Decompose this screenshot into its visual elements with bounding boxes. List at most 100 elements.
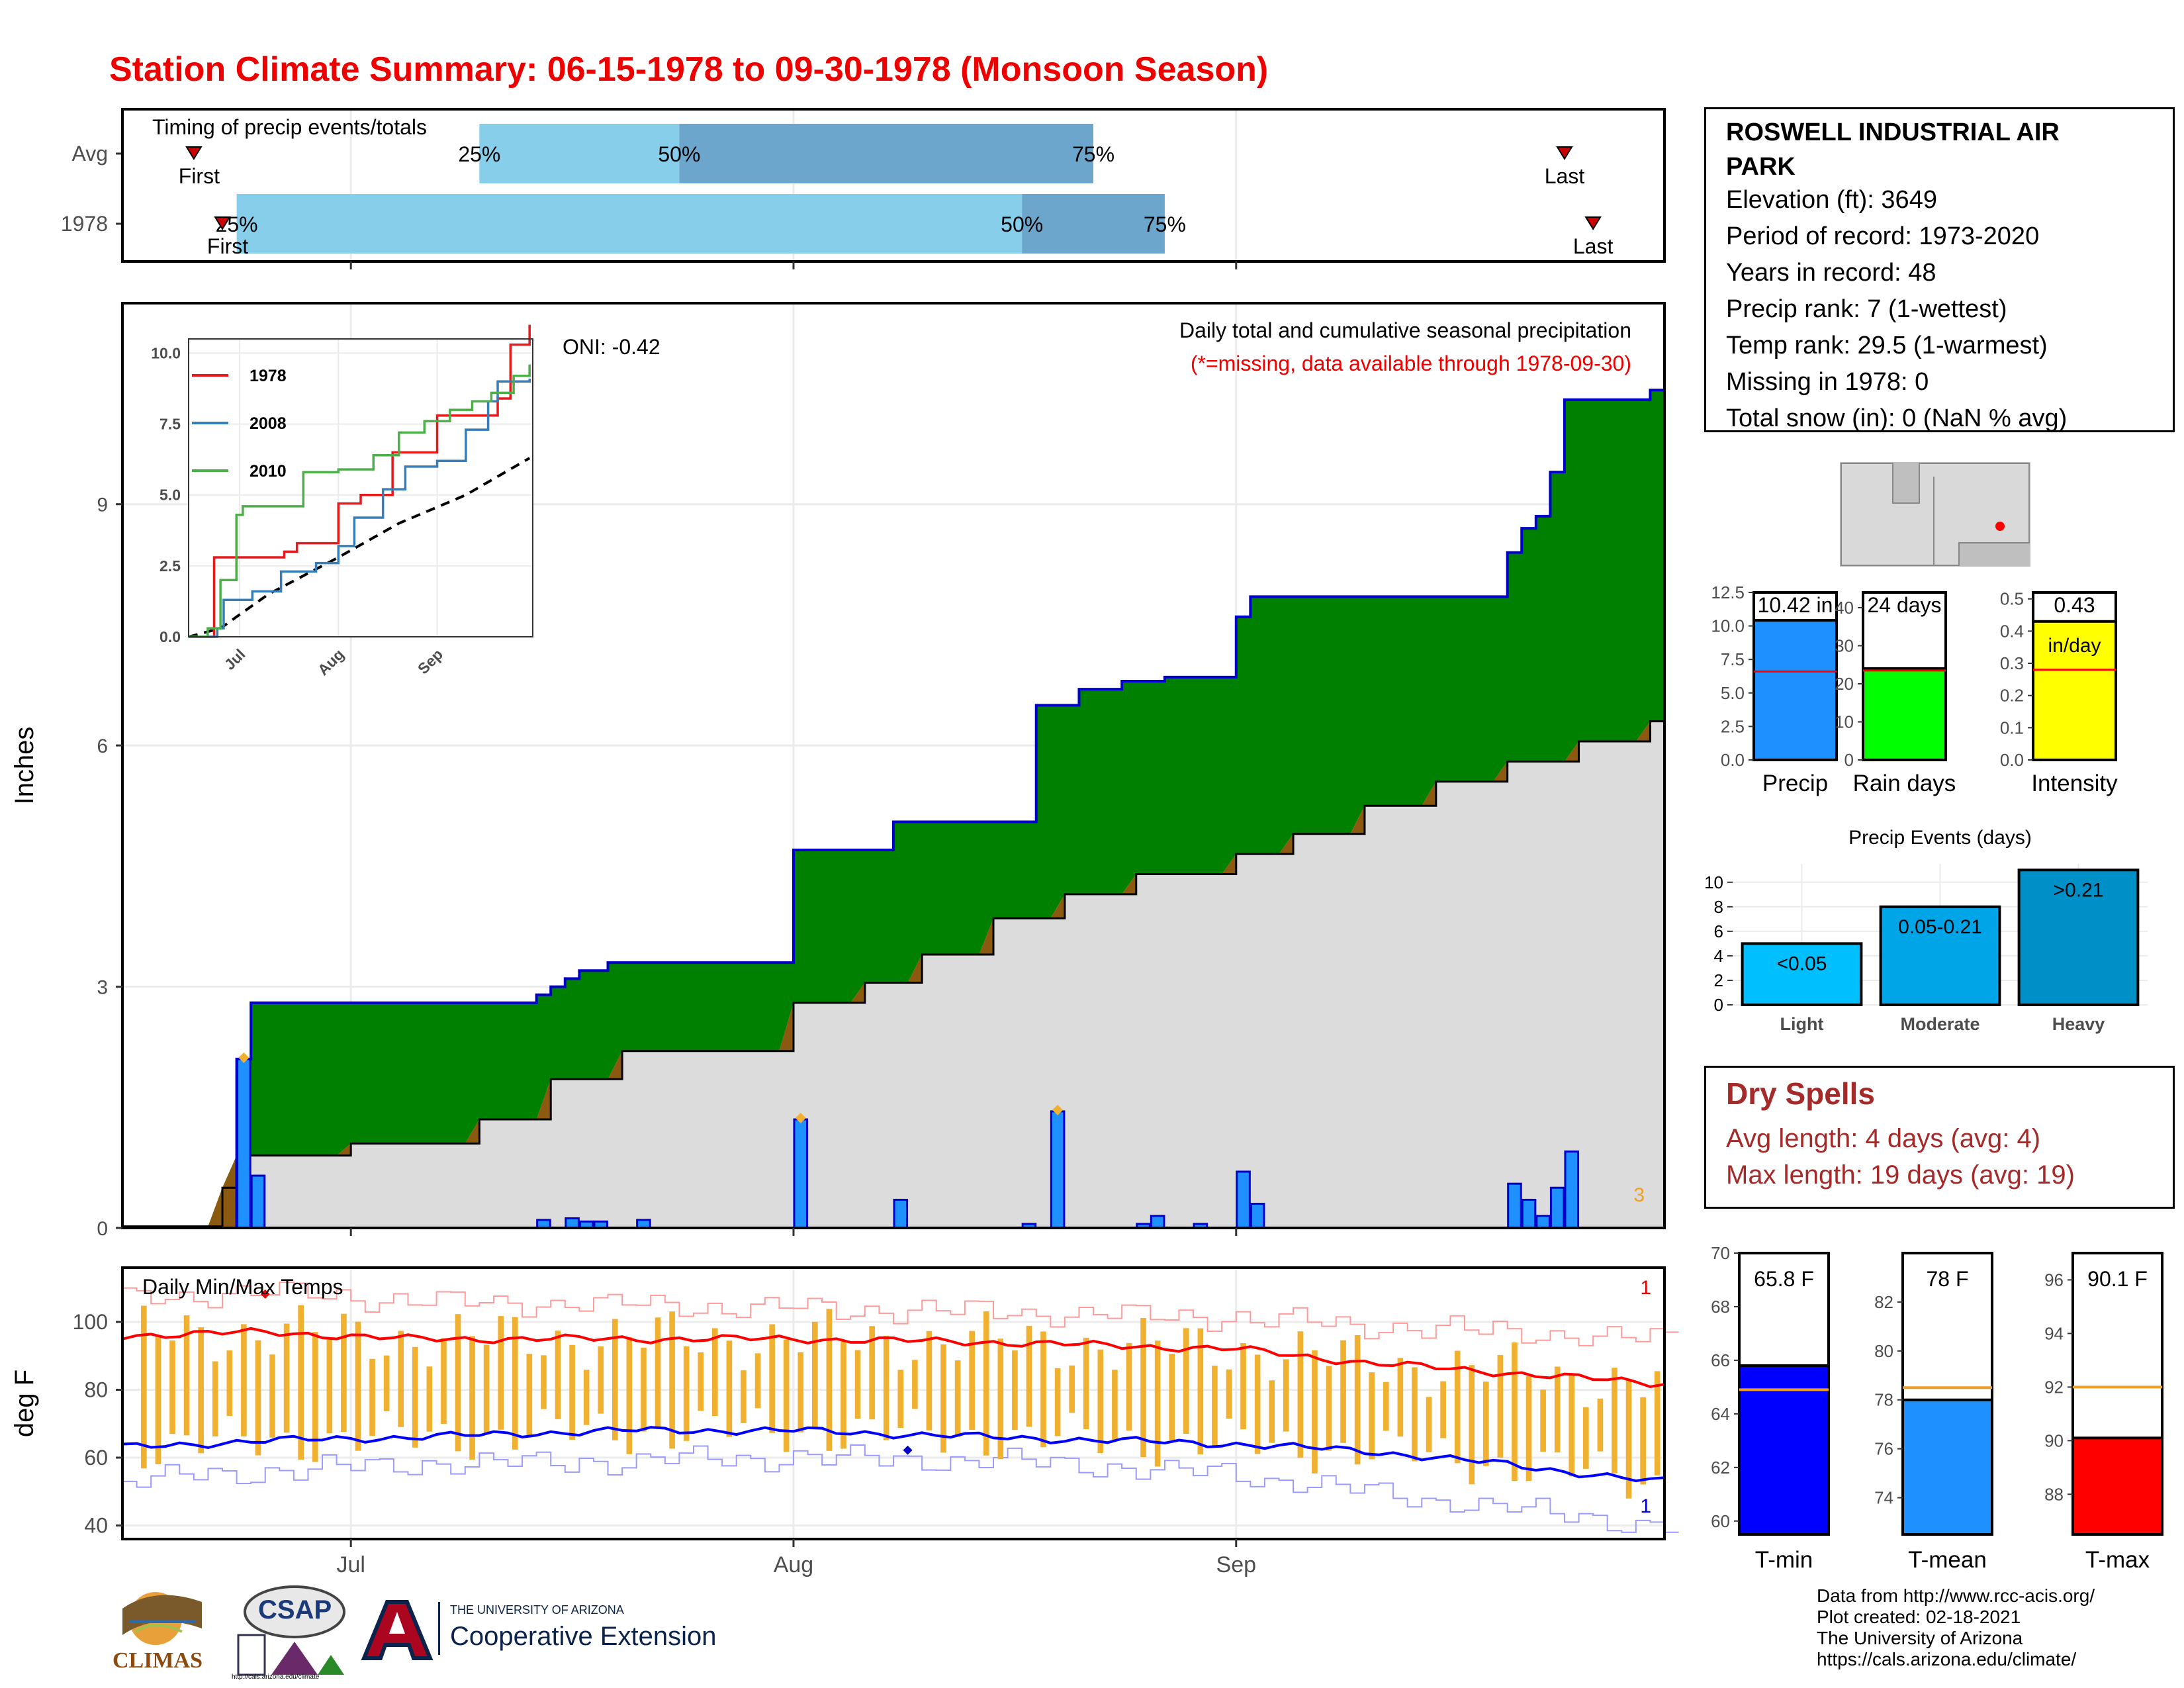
- summary-bar-y-tick-label: 0.1: [2000, 718, 2024, 737]
- timing-label-50: 50%: [658, 142, 700, 166]
- timing-bar-25-50: [236, 194, 1023, 254]
- daily-temp-range-bar: [1040, 1331, 1046, 1448]
- oni-label: ONI: -0.42: [563, 335, 660, 359]
- daily-temp-range-bar: [255, 1340, 261, 1456]
- daily-temp-range-bar: [1012, 1350, 1018, 1430]
- daily-temp-range-bar: [398, 1331, 404, 1427]
- footer-line-university: The University of Arizona: [1817, 1628, 2023, 1648]
- daily-temp-range-bar: [698, 1352, 704, 1411]
- inset-background: [189, 339, 533, 637]
- record-min-line: [122, 1444, 1679, 1533]
- timing-row-label: 1978: [61, 212, 108, 236]
- daily-precip-bar: [1507, 1182, 1522, 1229]
- daily-temp-range-bar: [355, 1321, 361, 1451]
- climas-logo-graphic: [122, 1592, 202, 1645]
- temp-summary-y-tick-label: 60: [1711, 1511, 1730, 1531]
- heavy-event-marker: [1052, 1104, 1064, 1115]
- timing-bar-50-75: [1022, 194, 1165, 254]
- daily-temp-range-bar: [854, 1350, 861, 1419]
- temp-y-axis-label: deg F: [10, 1370, 39, 1437]
- record-max-line: [122, 1282, 1679, 1346]
- station-location-dot: [1995, 522, 2005, 531]
- last-event-marker: [1584, 216, 1602, 230]
- inset-series-line: [189, 379, 531, 638]
- temp-summary-category-label: T-min: [1755, 1547, 1813, 1573]
- events-y-tick-label: 0: [1714, 995, 1723, 1015]
- temp-summary-y-tick-label: 92: [2044, 1377, 2064, 1397]
- daily-temp-range-bar: [1497, 1354, 1504, 1458]
- daily-precip-bar: [1535, 1215, 1551, 1229]
- precip-chart-subtitle: (*=missing, data available through 1978-…: [1191, 352, 1631, 375]
- temp-summary-y-tick-label: 66: [1711, 1350, 1730, 1370]
- temp-summary-value-label: 65.8 F: [1754, 1267, 1814, 1291]
- daily-temp-range-bar: [555, 1331, 561, 1419]
- events-y-tick-label: 4: [1714, 946, 1723, 966]
- event-category-label: Moderate: [1900, 1014, 1979, 1034]
- csap-logo-graphic: [237, 1585, 345, 1676]
- summary-bar-y-tick-label: 10: [1835, 712, 1854, 732]
- daily-temp-range-bar: [1554, 1366, 1561, 1453]
- temp-summary-category-label: T-max: [2085, 1547, 2150, 1573]
- snow-text: Total snow (in): 0 (NaN % avg): [1726, 404, 2068, 432]
- temp-y-tick-label: 60: [84, 1446, 108, 1470]
- daily-temp-range-bar: [1540, 1389, 1546, 1452]
- daily-temp-range-bar: [1454, 1350, 1461, 1464]
- daily-temp-range-bar: [412, 1346, 418, 1448]
- daily-temp-range-bar: [912, 1360, 918, 1409]
- daily-temp-range-bar: [226, 1350, 233, 1416]
- daily-temp-range-bar: [1326, 1366, 1332, 1451]
- events-y-tick-label: 10: [1704, 872, 1723, 892]
- average-cumulative-area: [122, 721, 1664, 1228]
- average-min-temp-line: [122, 1426, 1665, 1483]
- timing-label-25: 25%: [458, 142, 500, 166]
- years-text: Years in record: 48: [1726, 259, 1936, 287]
- daily-temp-range-bar: [741, 1370, 747, 1423]
- temp-summary-y-tick-label: 90: [2044, 1430, 2064, 1450]
- temp-y-tick-label: 80: [84, 1378, 108, 1402]
- daily-temp-range-bar: [1026, 1325, 1032, 1427]
- daily-temp-range-bar: [797, 1352, 804, 1432]
- missing-text: Missing in 1978: 0: [1726, 368, 1929, 396]
- temp-x-tick-label: Sep: [1216, 1552, 1257, 1577]
- observed-cumulative-line: [122, 389, 1664, 1229]
- summary-bar-category-label: Precip: [1762, 771, 1828, 796]
- daily-temp-range-bar: [1369, 1372, 1375, 1460]
- daily-temp-range-bar: [1312, 1350, 1318, 1474]
- timing-label-50: 50%: [1001, 212, 1043, 236]
- temp-summary-bar: [1738, 1364, 1830, 1536]
- event-category-bar: [1741, 942, 1863, 1007]
- summary-bar: [2032, 620, 2117, 761]
- precip-rank-text: Precip rank: 7 (1-wettest): [1726, 295, 2007, 323]
- daily-temp-range-bar: [1212, 1366, 1218, 1446]
- precip-chart-title: Daily total and cumulative seasonal prec…: [1179, 318, 1631, 342]
- timing-row-label: Avg: [71, 142, 108, 165]
- daily-precip-bar: [1050, 1110, 1066, 1229]
- summary-bar-y-tick-label: 0.2: [2000, 686, 2024, 706]
- inset-series-line: [189, 364, 531, 638]
- daily-precip-bar: [1150, 1215, 1165, 1229]
- footer-line-created: Plot created: 02-18-2021: [1817, 1607, 2021, 1627]
- daily-temp-range-bar: [198, 1327, 204, 1454]
- event-bar-label: <0.05: [1777, 953, 1827, 974]
- station-info-box: ROSWELL INDUSTRIAL AIR PARK Elevation (f…: [1704, 107, 2175, 432]
- daily-temp-range-bar: [526, 1353, 533, 1438]
- temp-summary-y-tick-label: 82: [1874, 1292, 1893, 1312]
- temp-summary-y-tick-label: 80: [1874, 1341, 1893, 1361]
- daily-precip-bar: [565, 1217, 580, 1229]
- daily-temp-range-bar: [1240, 1343, 1246, 1430]
- page-title: Station Climate Summary: 06-15-1978 to 0…: [109, 50, 1269, 89]
- daily-temp-range-bar: [1069, 1365, 1075, 1413]
- daily-temp-range-bar: [269, 1354, 275, 1438]
- inset-y-tick-label: 7.5: [159, 416, 181, 433]
- temp-summary-value-label: 78 F: [1926, 1267, 1968, 1291]
- daily-temp-range-bar: [1183, 1328, 1189, 1434]
- timing-label-75: 75%: [1144, 212, 1186, 236]
- inset-y-tick-label: 2.5: [159, 557, 181, 575]
- daily-temp-range-bar: [812, 1321, 818, 1427]
- daily-temp-range-bar: [926, 1331, 933, 1430]
- temp-summary-y-tick-label: 64: [1711, 1404, 1730, 1424]
- precip-y-tick-label: 3: [97, 977, 108, 999]
- timing-panel-label: Timing of precip events/totals: [152, 115, 427, 139]
- daily-temp-range-bar: [1354, 1335, 1361, 1465]
- summary-bar-y-tick-label: 10.0: [1711, 616, 1745, 636]
